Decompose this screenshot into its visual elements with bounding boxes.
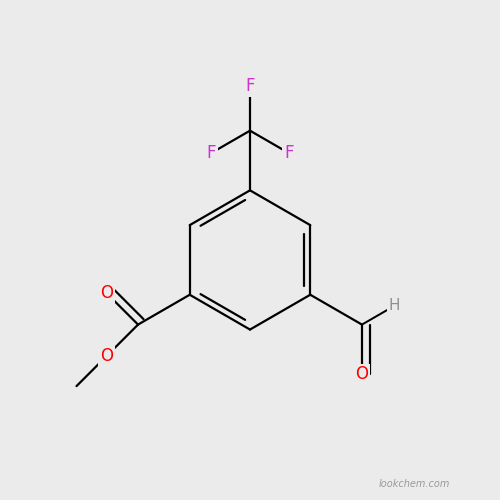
- Text: lookchem.com: lookchem.com: [378, 478, 450, 488]
- Text: O: O: [356, 366, 368, 384]
- Text: F: F: [206, 144, 216, 162]
- Text: F: F: [284, 144, 294, 162]
- Text: O: O: [100, 284, 113, 302]
- Text: H: H: [388, 298, 400, 314]
- Text: O: O: [100, 347, 113, 365]
- Text: F: F: [245, 77, 255, 95]
